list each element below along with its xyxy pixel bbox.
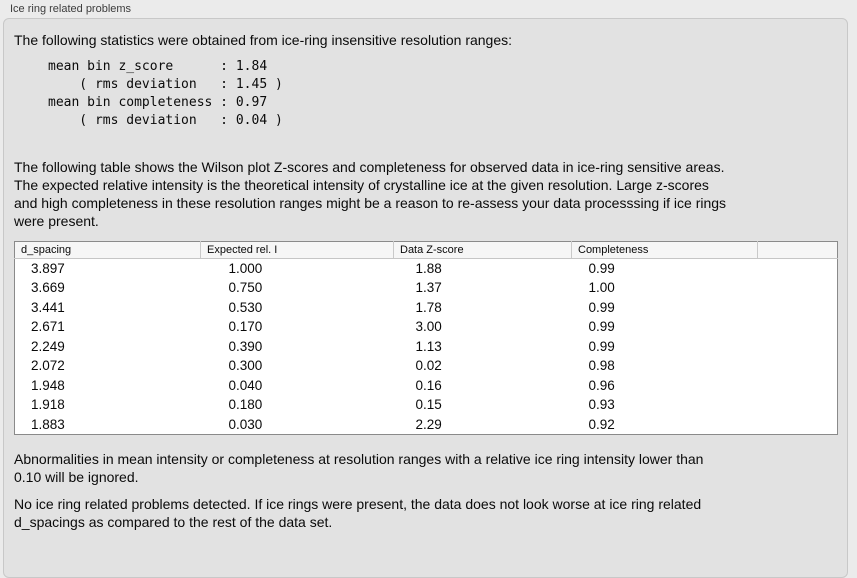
column-header-data-z-score[interactable]: Data Z-score bbox=[393, 241, 572, 259]
table-cell bbox=[758, 356, 838, 376]
table-cell: 2.671 bbox=[31, 319, 65, 335]
table-cell: 0.99 bbox=[588, 319, 615, 335]
table-cell: 0.530 bbox=[228, 299, 263, 315]
panel-title: Ice ring related problems bbox=[10, 3, 132, 15]
table-cell: 3.897 bbox=[31, 261, 65, 276]
table-row[interactable]: 2.072 0.300 0.02 0.98 bbox=[15, 356, 838, 376]
table-cell bbox=[758, 259, 838, 279]
intro-text: The following statistics were obtained f… bbox=[14, 32, 513, 48]
column-header-empty[interactable] bbox=[757, 241, 838, 259]
stats-block: mean bin z_score : 1.84 ( rms deviation … bbox=[48, 59, 283, 128]
table-cell: 0.99 bbox=[588, 261, 615, 276]
table-cell: 1.13 bbox=[415, 338, 442, 354]
table-cell: 0.030 bbox=[228, 416, 263, 432]
table-cell: 0.99 bbox=[588, 338, 615, 354]
table-cell: 0.390 bbox=[228, 338, 263, 354]
table-cell: 2.29 bbox=[415, 416, 442, 432]
table-cell: 1.00 bbox=[588, 280, 615, 296]
table-cell: 1.000 bbox=[228, 261, 263, 276]
table-row[interactable]: 1.948 0.040 0.16 0.96 bbox=[15, 376, 838, 396]
table-cell bbox=[758, 278, 838, 298]
table-row[interactable]: 1.918 0.180 0.15 0.93 bbox=[15, 395, 838, 415]
table-row[interactable]: 3.441 0.530 1.78 0.99 bbox=[15, 298, 838, 318]
table-cell: 0.170 bbox=[228, 319, 263, 335]
table-cell: 0.02 bbox=[415, 358, 442, 374]
table-cell bbox=[758, 337, 838, 357]
table-cell: 3.00 bbox=[415, 319, 442, 335]
table-cell: 1.78 bbox=[415, 299, 442, 315]
table-cell bbox=[758, 395, 838, 415]
table-cell: 0.96 bbox=[588, 377, 615, 393]
table-cell: 2.072 bbox=[31, 358, 65, 374]
table-cell: 0.16 bbox=[415, 377, 442, 393]
table-cell bbox=[758, 376, 838, 396]
table-cell: 1.88 bbox=[415, 261, 442, 276]
table-cell: 0.15 bbox=[415, 397, 442, 413]
table-cell: 0.92 bbox=[588, 416, 615, 432]
table-cell: 0.750 bbox=[228, 280, 263, 296]
table-row[interactable]: 2.249 0.390 1.13 0.99 bbox=[15, 337, 838, 357]
description-text: The following table shows the Wilson plo… bbox=[14, 159, 727, 229]
ice-ring-group-box: The following statistics were obtained f… bbox=[3, 18, 848, 578]
table-cell: 0.98 bbox=[588, 358, 615, 374]
table-row[interactable]: 2.671 0.170 3.00 0.99 bbox=[15, 317, 838, 337]
table-cell: 0.040 bbox=[228, 377, 263, 393]
table-row[interactable]: 3.897 1.000 1.88 0.99 bbox=[15, 259, 838, 279]
table-row[interactable]: 3.669 0.750 1.37 1.00 bbox=[15, 278, 838, 298]
table-cell: 1.883 bbox=[31, 416, 65, 432]
table-cell: 0.300 bbox=[228, 358, 263, 374]
table-cell bbox=[758, 317, 838, 337]
table-cell: 0.99 bbox=[588, 299, 615, 315]
ignore-note-text: Abnormalities in mean intensity or compl… bbox=[14, 450, 704, 485]
column-header-expected-rel-i[interactable]: Expected rel. I bbox=[200, 241, 394, 259]
table-cell bbox=[758, 298, 838, 318]
table-cell: 3.441 bbox=[31, 299, 65, 315]
table-cell: 1.948 bbox=[31, 377, 65, 393]
table-cell: 1.918 bbox=[31, 397, 65, 413]
table-cell: 3.669 bbox=[31, 280, 65, 296]
column-header-completeness[interactable]: Completeness bbox=[571, 241, 758, 259]
table-row[interactable]: 1.883 0.030 2.29 0.92 bbox=[15, 415, 838, 435]
table-cell: 1.37 bbox=[415, 280, 442, 296]
table-cell: 0.93 bbox=[588, 397, 615, 413]
ice-ring-table: d_spacing Expected rel. I Data Z-score Comp… bbox=[14, 241, 838, 435]
column-header-d-spacing[interactable]: d_spacing bbox=[14, 241, 201, 259]
table-header-row: d_spacing Expected rel. I Data Z-score Comp… bbox=[14, 241, 838, 259]
table-cell bbox=[758, 415, 838, 435]
conclusion-text: No ice ring related problems detected. I… bbox=[14, 495, 702, 530]
table-cell: 0.180 bbox=[228, 397, 263, 413]
table-cell: 2.249 bbox=[31, 338, 65, 354]
